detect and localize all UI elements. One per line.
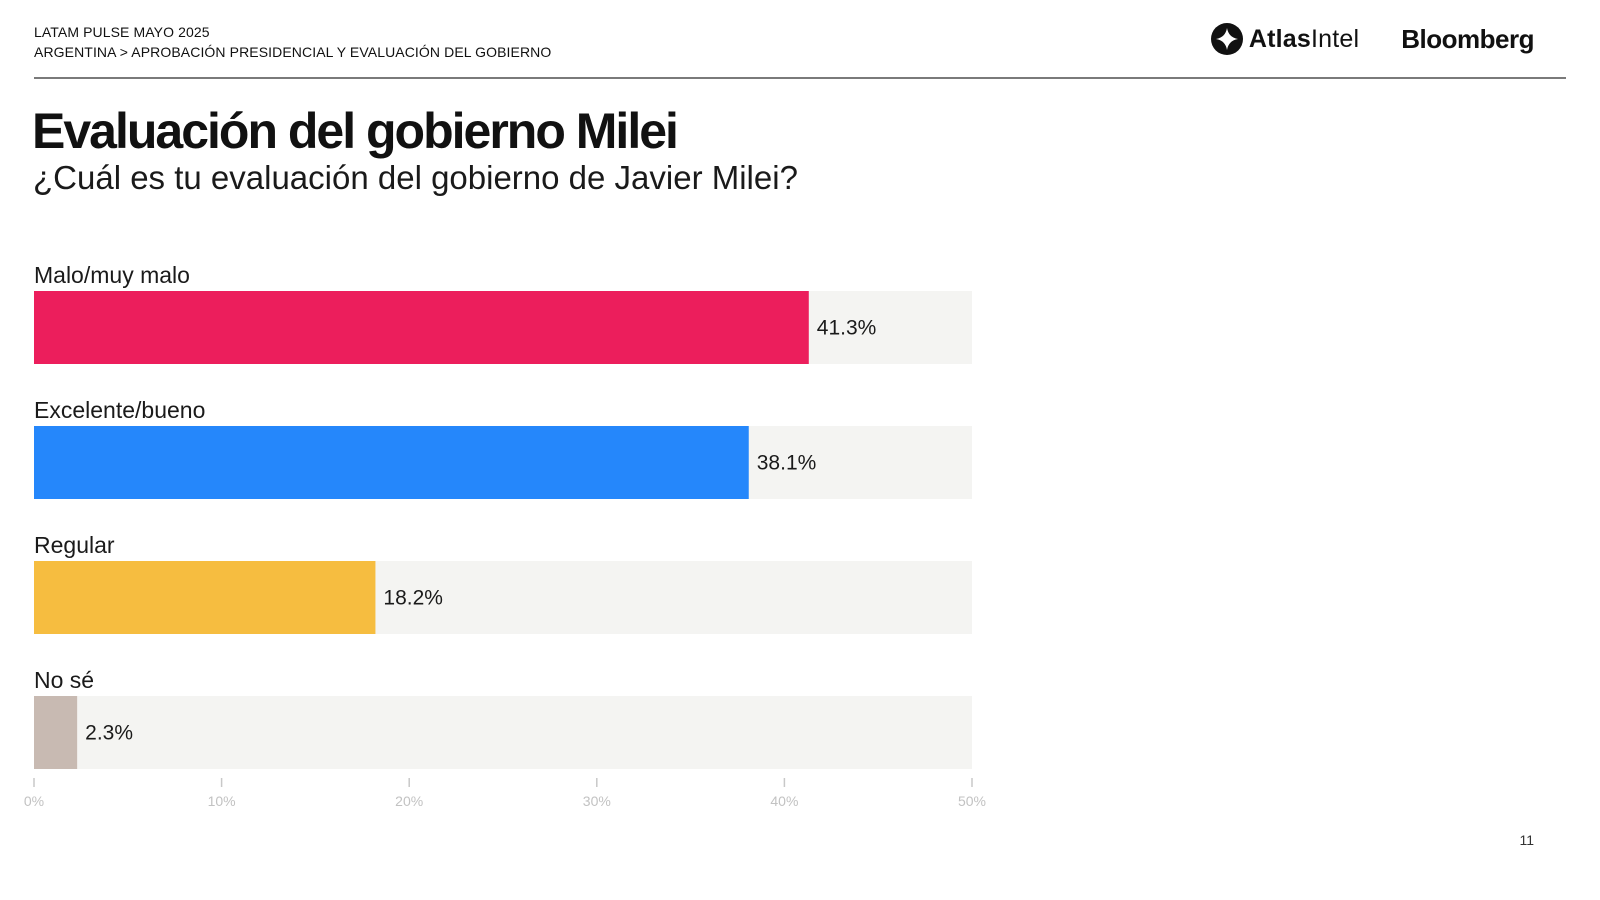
bar-value-label: 18.2% — [383, 587, 443, 610]
section-path: ARGENTINA > APROBACIÓN PRESIDENCIAL Y EV… — [34, 44, 552, 60]
report-name: LATAM PULSE MAYO 2025 — [34, 24, 210, 40]
bar — [34, 696, 78, 769]
bar-category-label: Malo/muy malo — [34, 262, 190, 288]
bar-category-label: Excelente/bueno — [34, 397, 205, 423]
atlasintel-logo: AtlasIntel — [1210, 23, 1360, 55]
atlasintel-mark-icon — [1210, 23, 1243, 55]
x-axis-tick-label: 40% — [770, 793, 798, 809]
header-divider — [34, 77, 1566, 79]
bloomberg-logo: Bloomberg — [1401, 23, 1534, 54]
bar-value-label: 2.3% — [85, 722, 133, 745]
x-axis-tick-label: 20% — [395, 793, 423, 809]
x-axis-tick-label: 50% — [958, 793, 986, 809]
x-axis-tick-label: 0% — [24, 793, 44, 809]
brand-logos: AtlasIntel Bloomberg — [1210, 22, 1534, 56]
page-number: 11 — [1519, 832, 1534, 848]
bar-category-label: Regular — [34, 532, 115, 558]
bar — [34, 291, 809, 364]
x-axis-tick-label: 30% — [583, 793, 611, 809]
page-title: Evaluación del gobierno Milei — [32, 103, 679, 159]
bar-value-label: 38.1% — [757, 452, 817, 475]
page-subtitle: ¿Cuál es tu evaluación del gobierno de J… — [33, 159, 798, 196]
bar-value-label: 41.3% — [817, 317, 877, 340]
breadcrumb: LATAM PULSE MAYO 2025 ARGENTINA > APROBA… — [34, 22, 551, 62]
bar-category-label: No sé — [34, 667, 94, 693]
atlasintel-wordmark: AtlasIntel — [1248, 24, 1360, 53]
bar — [34, 426, 749, 499]
bar-track — [34, 696, 972, 769]
x-axis-tick-label: 10% — [208, 793, 236, 809]
bar — [34, 561, 376, 634]
